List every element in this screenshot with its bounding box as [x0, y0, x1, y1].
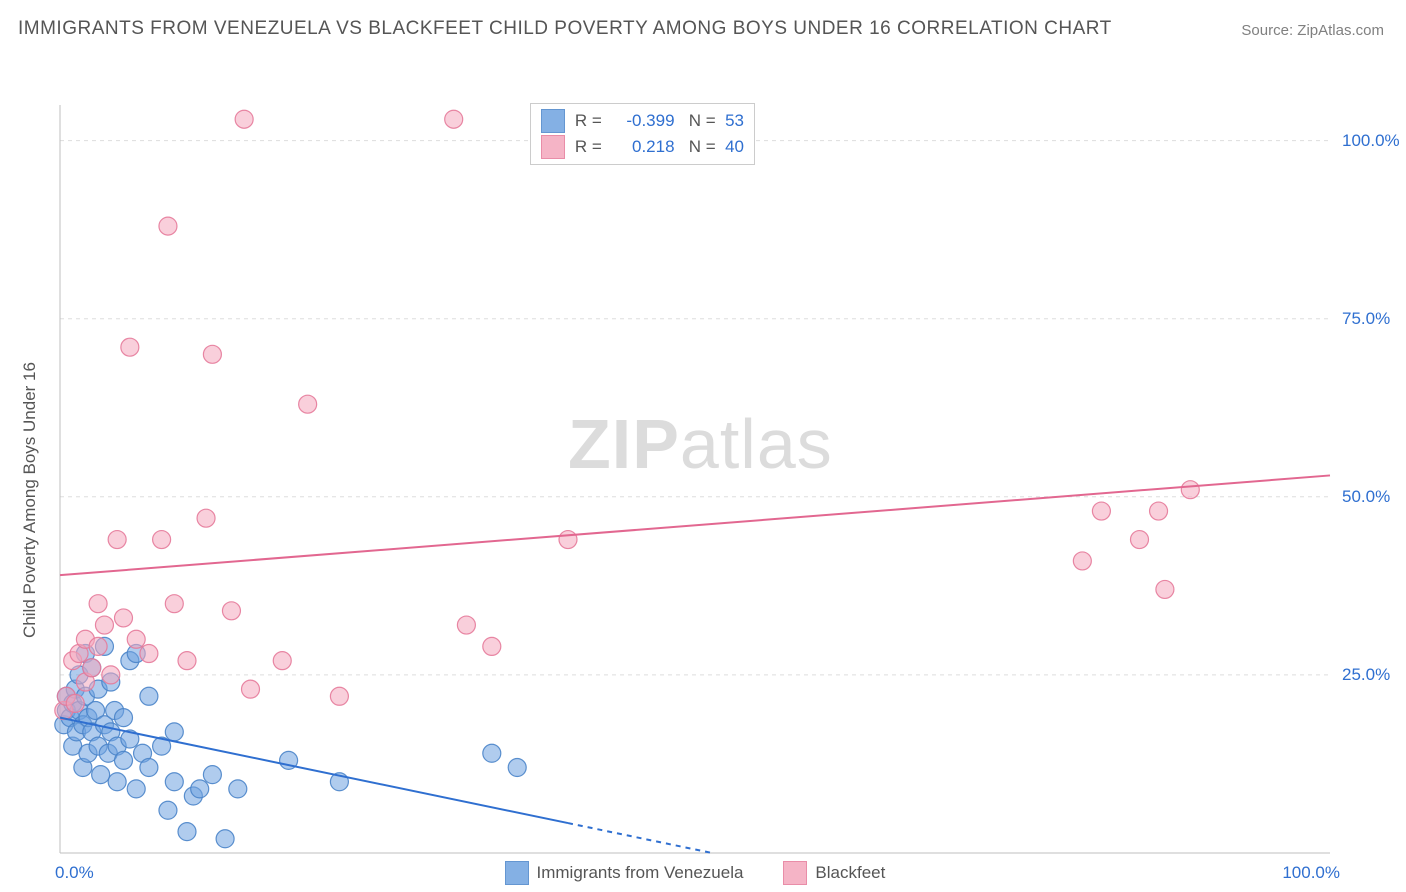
y-tick-label: 25.0%: [1342, 665, 1390, 685]
legend-stats-row: R = 0.218 N = 40: [541, 134, 744, 160]
legend-series: Immigrants from Venezuela Blackfeet: [505, 861, 926, 885]
x-tick-label: 100.0%: [1282, 863, 1340, 883]
legend-swatch: [783, 861, 807, 885]
y-axis-label: Child Poverty Among Boys Under 16: [20, 362, 40, 638]
legend-series-item: Blackfeet: [783, 861, 885, 885]
chart-title: IMMIGRANTS FROM VENEZUELA VS BLACKFEET C…: [18, 18, 1112, 40]
legend-stats-box: R = -0.399 N = 53R = 0.218 N = 40: [530, 103, 755, 165]
legend-r-label: R =: [575, 111, 607, 131]
x-tick-label: 0.0%: [55, 863, 94, 883]
legend-r-value: -0.399: [607, 111, 675, 131]
legend-series-label: Immigrants from Venezuela: [537, 863, 744, 883]
legend-series-item: Immigrants from Venezuela: [505, 861, 744, 885]
legend-n-label: N =: [675, 137, 726, 157]
source-link[interactable]: ZipAtlas.com: [1297, 22, 1384, 39]
page-root: IMMIGRANTS FROM VENEZUELA VS BLACKFEET C…: [0, 0, 1406, 892]
scatter-chart: [0, 50, 1406, 870]
legend-r-value: 0.218: [607, 137, 675, 157]
legend-n-value: 53: [725, 111, 744, 131]
legend-swatch: [505, 861, 529, 885]
legend-r-label: R =: [575, 137, 607, 157]
legend-n-value: 40: [725, 137, 744, 157]
y-tick-label: 75.0%: [1342, 309, 1390, 329]
legend-series-label: Blackfeet: [815, 863, 885, 883]
legend-n-label: N =: [675, 111, 726, 131]
source-prefix: Source:: [1241, 22, 1297, 39]
legend-stats-row: R = -0.399 N = 53: [541, 108, 744, 134]
y-tick-label: 100.0%: [1342, 131, 1400, 151]
legend-swatch: [541, 135, 565, 159]
y-tick-label: 50.0%: [1342, 487, 1390, 507]
source-credit: Source: ZipAtlas.com: [1241, 22, 1384, 39]
chart-container: Child Poverty Among Boys Under 16 ZIPatl…: [0, 50, 1406, 870]
legend-swatch: [541, 109, 565, 133]
